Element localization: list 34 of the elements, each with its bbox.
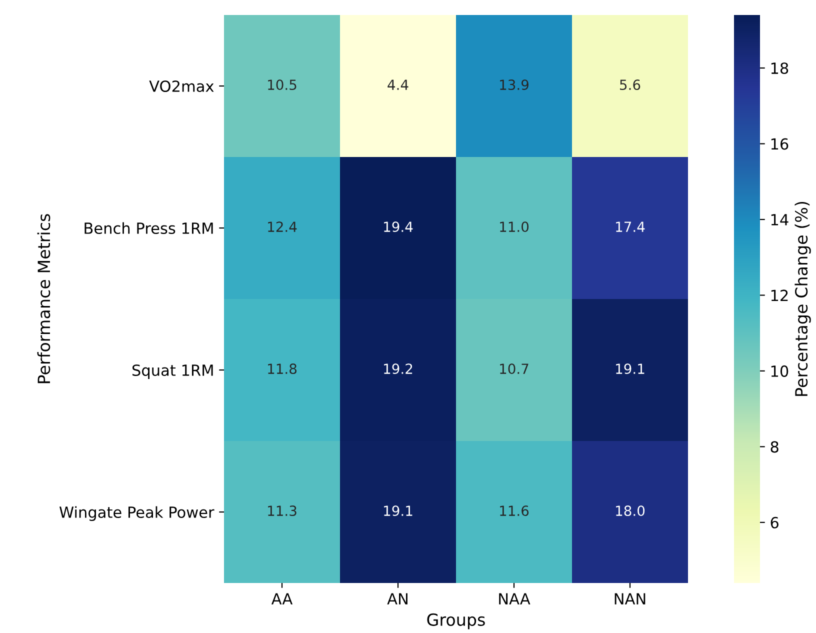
color-bar-label: 16 (771, 138, 788, 150)
color-bar-title: Percentage Change (%) (794, 202, 811, 396)
color-bar-label: 10 (771, 365, 788, 377)
data-label: 5.6 (620, 80, 640, 90)
color-bar-label: 14 (771, 214, 788, 226)
y-tick-label: Wingate Peak Power (59, 506, 214, 521)
x-tick-label: AN (387, 593, 408, 604)
y-tick-label: Squat 1RM (132, 364, 213, 379)
y-tick-label: VO2max (149, 80, 214, 92)
data-label: 19.1 (616, 364, 644, 374)
color-bar-label: 18 (771, 62, 788, 74)
data-label: 12.4 (268, 222, 297, 232)
data-label: 10.7 (500, 364, 528, 374)
x-tick-label: NAA (499, 593, 530, 604)
x-axis-title: Groups (427, 613, 485, 630)
data-label: 11.3 (268, 506, 296, 516)
data-label: 19.1 (384, 506, 412, 516)
color-bar-label: 12 (771, 290, 788, 302)
x-tick-label: AA (271, 593, 293, 604)
data-label: 4.4 (388, 80, 408, 90)
data-label: 13.9 (500, 80, 528, 90)
data-label: 11.6 (500, 506, 529, 516)
data-label: 11.0 (500, 222, 529, 232)
color-bar-label: 8 (770, 441, 778, 453)
data-label: 18.0 (616, 506, 645, 516)
data-label: 19.2 (384, 364, 412, 374)
data-label: 10.5 (268, 80, 296, 90)
y-tick-label: Bench Press 1RM (84, 222, 213, 234)
data-label: 19.4 (384, 222, 413, 232)
data-label: 17.4 (616, 222, 645, 232)
y-axis-title: Performance Metrics (37, 214, 50, 384)
data-label: 11.8 (268, 364, 297, 374)
x-tick-label: NAN (614, 593, 646, 604)
color-bar-label: 6 (770, 516, 778, 528)
